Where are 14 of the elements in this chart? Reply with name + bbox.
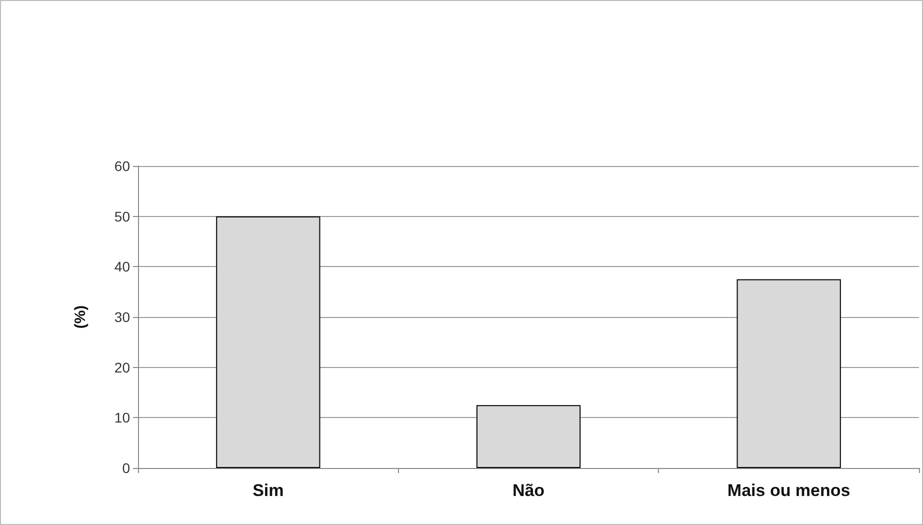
x-tick-label: Não <box>512 481 545 500</box>
y-tick-label: 20 <box>114 359 130 376</box>
x-tick-label: Mais ou menos <box>727 481 850 500</box>
bar <box>736 279 841 468</box>
y-tick-label: 0 <box>122 460 130 476</box>
y-tick-label: 40 <box>114 258 130 275</box>
y-tick-label: 60 <box>114 158 130 174</box>
y-tick-label: 30 <box>114 309 130 325</box>
bar <box>476 405 581 468</box>
y-tick-label: 10 <box>114 410 130 426</box>
y-axis-title: (%) <box>72 305 89 329</box>
bar <box>216 216 320 468</box>
y-tick-label: 50 <box>114 208 130 224</box>
x-tick-label: Sim <box>252 481 284 500</box>
